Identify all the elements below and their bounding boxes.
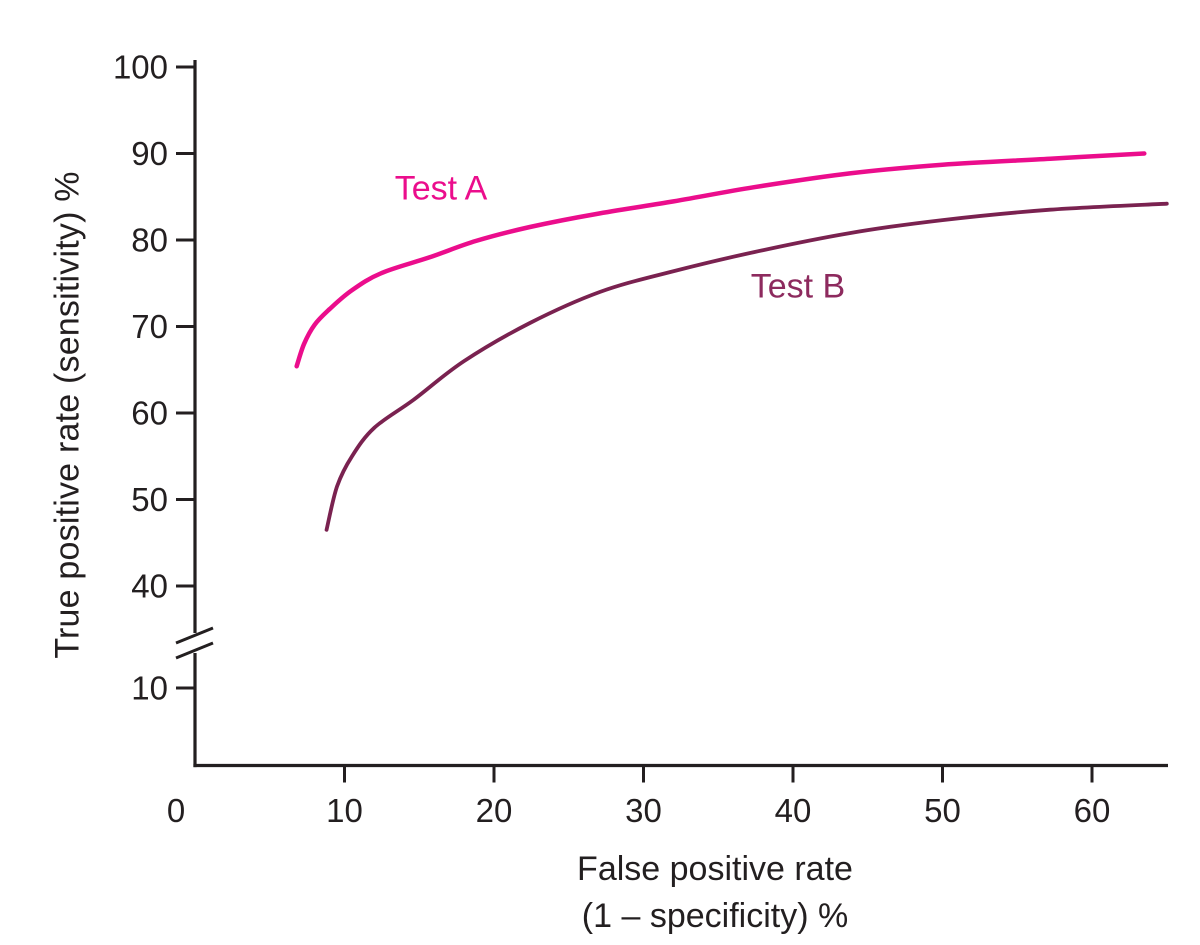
y-tick-label: 80 <box>131 222 168 259</box>
x-tick-label: 50 <box>924 792 961 829</box>
y-axis-break-slash <box>175 626 214 645</box>
y-tick-label: 60 <box>131 395 168 432</box>
y-tick-label: 90 <box>131 135 168 172</box>
y-axis-title: True positive rate (sensitivity) % <box>48 171 87 659</box>
curve-test-b <box>324 201 1169 532</box>
y-axis-break-slash <box>175 641 214 660</box>
curve-test-a <box>294 151 1147 369</box>
x-tick-label: 0 <box>167 792 185 829</box>
x-tick-label: 40 <box>775 792 812 829</box>
x-tick-label: 10 <box>326 792 363 829</box>
series-label-test-b: Test B <box>750 267 846 306</box>
y-tick-label: 100 <box>113 49 168 86</box>
x-axis-title-line1: False positive rate <box>577 850 853 888</box>
x-axis-title: False positive rate (1 – specificity) % <box>577 846 853 940</box>
y-tick-label: 40 <box>131 568 168 605</box>
x-tick-label: 30 <box>625 792 662 829</box>
x-axis-title-line2: (1 – specificity) % <box>581 896 849 935</box>
y-tick-label: 50 <box>131 481 168 518</box>
x-tick-label: 60 <box>1074 792 1111 829</box>
series-label-test-a: Test A <box>394 169 488 208</box>
x-tick-label: 20 <box>476 792 513 829</box>
y-tick-label: 70 <box>131 308 168 345</box>
y-tick-label: 10 <box>131 670 168 707</box>
